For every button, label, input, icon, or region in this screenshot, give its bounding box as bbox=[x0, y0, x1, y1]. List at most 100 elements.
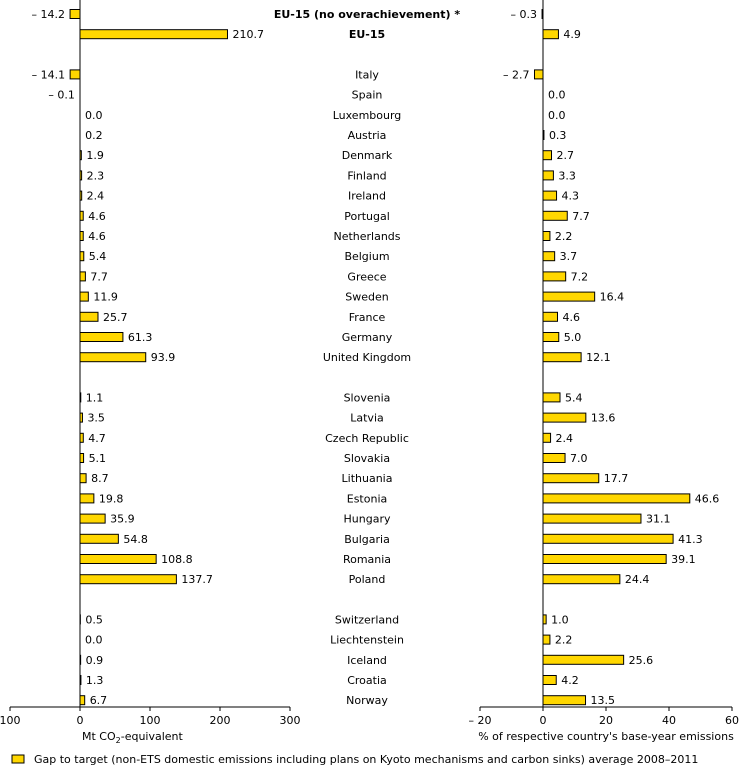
left-bar bbox=[79, 190, 83, 201]
right-value-label: – 0.3 bbox=[511, 8, 538, 21]
left-value-label: 108.8 bbox=[161, 553, 193, 566]
right-value-label: 0.3 bbox=[549, 129, 567, 142]
right-bar bbox=[542, 332, 560, 342]
right-bar bbox=[542, 271, 567, 282]
left-x-tick-label: 200 bbox=[210, 714, 231, 727]
right-bar bbox=[542, 493, 691, 504]
left-bar bbox=[79, 271, 86, 282]
left-bar bbox=[69, 9, 81, 19]
right-value-label: 3.7 bbox=[560, 250, 578, 263]
right-value-label: 25.6 bbox=[629, 654, 654, 667]
left-value-label: – 0.1 bbox=[48, 89, 75, 102]
right-bar bbox=[542, 150, 553, 161]
left-bar bbox=[79, 311, 99, 322]
left-x-tick-label: 100 bbox=[0, 714, 21, 727]
right-axis-title: % of respective country's base-year emis… bbox=[478, 730, 734, 743]
left-value-label: 1.9 bbox=[86, 149, 104, 162]
right-value-label: 2.4 bbox=[556, 432, 574, 445]
left-x-tick-label: 0 bbox=[77, 714, 84, 727]
right-value-label: 41.3 bbox=[678, 533, 703, 546]
left-bar bbox=[79, 210, 84, 221]
legend-label: Gap to target (non-ETS domestic emission… bbox=[34, 753, 698, 766]
category-label: Czech Republic bbox=[325, 432, 409, 445]
right-bar bbox=[542, 231, 551, 241]
right-value-label: 12.1 bbox=[586, 351, 611, 364]
right-bar bbox=[542, 473, 600, 484]
category-label: Netherlands bbox=[333, 230, 400, 243]
right-bar bbox=[542, 210, 568, 221]
legend-swatch bbox=[11, 754, 25, 764]
left-bar bbox=[79, 513, 106, 524]
category-label: Norway bbox=[346, 694, 388, 707]
right-value-label: 4.2 bbox=[561, 674, 579, 687]
right-value-label: 3.3 bbox=[558, 169, 576, 182]
right-x-tick-label: 20 bbox=[599, 714, 613, 727]
left-value-label: 4.7 bbox=[88, 432, 106, 445]
left-bar bbox=[79, 533, 119, 544]
left-value-label: 0.2 bbox=[85, 129, 103, 142]
right-value-label: 4.3 bbox=[562, 190, 580, 203]
left-value-label: 61.3 bbox=[128, 331, 153, 344]
right-value-label: 24.4 bbox=[625, 573, 650, 586]
right-value-label: 4.6 bbox=[562, 311, 580, 324]
left-bar bbox=[79, 574, 177, 585]
left-bar bbox=[79, 352, 147, 363]
category-label: Liechtenstein bbox=[330, 634, 404, 647]
right-value-label: 7.7 bbox=[572, 210, 590, 223]
right-bar bbox=[542, 453, 566, 463]
right-bar bbox=[542, 291, 596, 302]
right-bar bbox=[542, 352, 582, 363]
left-bar bbox=[79, 432, 84, 443]
right-value-label: 31.1 bbox=[646, 513, 671, 526]
right-value-label: 13.6 bbox=[591, 412, 616, 425]
right-value-label: 0.0 bbox=[548, 109, 566, 122]
right-bar bbox=[542, 190, 558, 201]
left-bar bbox=[79, 654, 82, 665]
left-bar bbox=[79, 231, 84, 241]
left-bar bbox=[79, 150, 82, 161]
left-axis-title: Mt CO2-equivalent bbox=[82, 730, 184, 745]
category-label: Finland bbox=[347, 169, 386, 182]
right-bar bbox=[542, 654, 625, 665]
left-value-label: 0.9 bbox=[86, 654, 104, 667]
right-value-label: 2.2 bbox=[555, 230, 573, 243]
right-bar bbox=[542, 392, 561, 403]
left-value-label: 0.0 bbox=[85, 634, 103, 647]
category-label: Germany bbox=[342, 331, 393, 344]
category-label: Switzerland bbox=[335, 613, 399, 626]
category-label: Lithuania bbox=[342, 472, 393, 485]
left-bar bbox=[79, 251, 85, 262]
category-label: EU-15 bbox=[349, 28, 385, 41]
right-bar bbox=[542, 634, 551, 645]
left-value-label: 2.4 bbox=[87, 190, 105, 203]
left-value-label: 19.8 bbox=[99, 492, 124, 505]
right-bar bbox=[542, 695, 587, 706]
left-x-tick-label: 300 bbox=[280, 714, 301, 727]
category-label: Belgium bbox=[344, 250, 389, 263]
right-x-tick-label: 0 bbox=[540, 714, 547, 727]
category-label: Italy bbox=[355, 68, 379, 81]
left-value-label: – 14.2 bbox=[32, 8, 66, 21]
right-value-label: 7.2 bbox=[571, 270, 589, 283]
left-value-label: 25.7 bbox=[103, 311, 128, 324]
right-bar bbox=[542, 311, 558, 322]
left-value-label: 5.4 bbox=[89, 250, 107, 263]
right-value-label: 0.0 bbox=[548, 89, 566, 102]
left-bar bbox=[79, 170, 83, 181]
category-label: United Kingdom bbox=[323, 351, 411, 364]
left-value-label: 11.9 bbox=[93, 291, 118, 304]
left-value-label: 4.6 bbox=[88, 230, 106, 243]
left-value-label: 137.7 bbox=[181, 573, 213, 586]
left-value-label: 0.5 bbox=[85, 613, 103, 626]
category-label: Slovakia bbox=[344, 452, 390, 465]
right-bar bbox=[542, 533, 674, 544]
right-value-label: 46.6 bbox=[695, 492, 720, 505]
category-label: Bulgaria bbox=[344, 533, 390, 546]
category-label: Portugal bbox=[344, 210, 390, 223]
left-bar bbox=[79, 493, 95, 504]
left-value-label: 2.3 bbox=[87, 169, 105, 182]
right-x-tick-label: 40 bbox=[662, 714, 676, 727]
left-value-label: 8.7 bbox=[91, 472, 109, 485]
left-bar bbox=[79, 392, 82, 403]
